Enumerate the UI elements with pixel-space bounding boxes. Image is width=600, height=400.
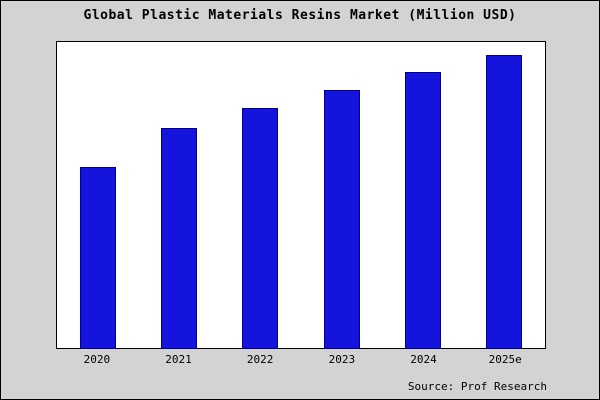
bar-2022 xyxy=(242,107,279,349)
x-tick-label: 2020 xyxy=(83,353,111,366)
chart-title: Global Plastic Materials Resins Market (… xyxy=(83,8,517,23)
bar-2020 xyxy=(79,166,116,349)
source-text: Source: Prof Research xyxy=(407,380,547,393)
x-axis-labels: 2020 2021 2022 2023 2024 2025e xyxy=(56,353,546,366)
bar-slot xyxy=(382,42,463,349)
bar-slot xyxy=(301,42,382,349)
x-tick-label: 2021 xyxy=(165,353,192,366)
bar-2024 xyxy=(404,72,441,349)
bar-slot xyxy=(464,42,545,349)
x-tick-label: 2023 xyxy=(328,353,356,366)
bars-container xyxy=(57,42,545,349)
x-tick-label: 2022 xyxy=(246,353,274,366)
bar-slot xyxy=(220,42,301,349)
plot-area xyxy=(56,41,546,349)
bar-slot xyxy=(138,42,219,349)
bar-2021 xyxy=(160,128,197,349)
bar-2025e xyxy=(486,54,523,349)
bar-slot xyxy=(57,42,138,349)
bar-2023 xyxy=(323,90,360,349)
x-tick-label: 2024 xyxy=(410,353,437,366)
x-tick-label: 2025e xyxy=(488,353,522,366)
